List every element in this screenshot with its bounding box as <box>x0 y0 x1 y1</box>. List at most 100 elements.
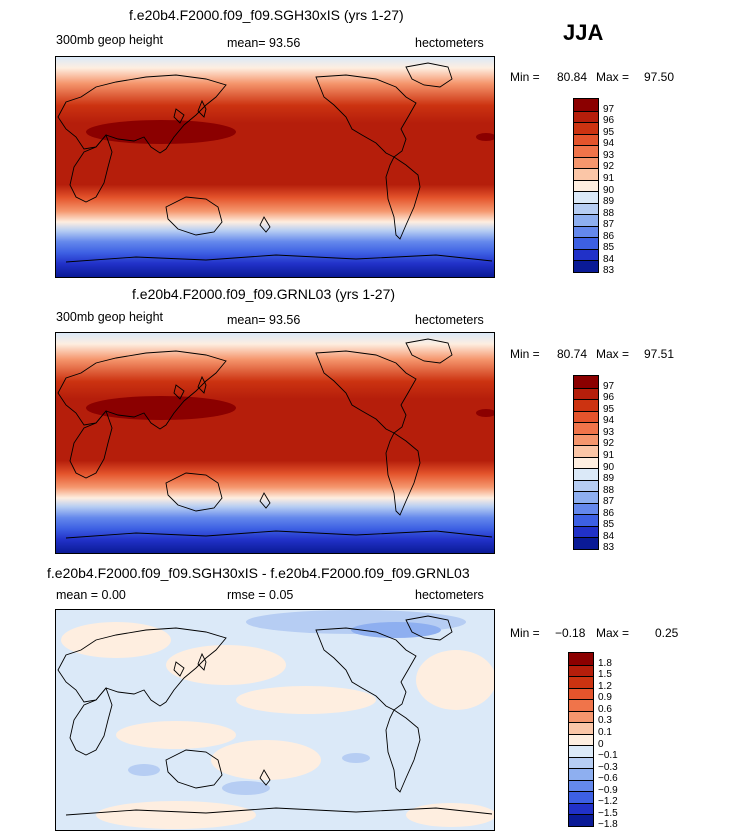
panel-2-units: hectometers <box>415 313 484 327</box>
colorbar-swatch <box>569 814 593 826</box>
colorbar-swatch <box>569 710 593 723</box>
colorbar-label: 94 <box>603 138 615 150</box>
colorbar-label: 0.9 <box>598 692 612 704</box>
colorbar-label: 97 <box>603 380 615 392</box>
colorbar-swatch <box>574 479 598 492</box>
coastlines <box>57 62 493 263</box>
panel-1-map <box>55 56 495 278</box>
colorbar-swatch <box>574 179 598 192</box>
colorbar-swatch <box>569 664 593 677</box>
colorbar-swatch <box>574 456 598 469</box>
colorbar-swatch <box>574 537 598 549</box>
colorbar-swatch <box>574 99 598 111</box>
colorbar-swatch <box>569 733 593 746</box>
map-positive-region <box>406 803 494 827</box>
panel-3-units: hectometers <box>415 588 484 602</box>
panel-3-map-svg <box>56 610 494 830</box>
panel-2-mean: mean= 93.56 <box>227 313 301 327</box>
map-negative-region <box>128 764 160 776</box>
map-positive-region <box>61 622 171 658</box>
colorbar-label: −0.6 <box>598 773 618 785</box>
colorbar-swatch <box>574 445 598 457</box>
colorbar-swatch <box>574 433 598 446</box>
colorbar-swatch <box>574 514 598 526</box>
colorbar-label: 88 <box>603 484 615 496</box>
panel-3-map <box>55 609 495 831</box>
colorbar-label: 84 <box>603 530 615 542</box>
colorbar-label: 92 <box>603 438 615 450</box>
map-negative-region <box>351 622 441 638</box>
colorbar-label: 95 <box>603 126 615 138</box>
map-field <box>56 57 494 277</box>
panel-2-max-label: Max = <box>596 347 630 361</box>
colorbar-swatch <box>574 133 598 146</box>
colorbar-swatch <box>574 191 598 203</box>
colorbar-swatch <box>569 687 593 700</box>
colorbar-swatch <box>574 145 598 157</box>
colorbar-swatch <box>569 756 593 769</box>
panel-2-min-label: Min = <box>510 347 540 361</box>
panel-1-mean: mean= 93.56 <box>227 36 301 50</box>
colorbar-swatch <box>574 376 598 388</box>
colorbar-swatch <box>574 525 598 538</box>
colorbar-label: −0.9 <box>598 784 618 796</box>
colorbar-label: 96 <box>603 392 615 404</box>
panel-1-min-label: Min = <box>510 70 540 84</box>
map-max-region <box>476 133 494 141</box>
panel-2-map <box>55 332 495 554</box>
coastlines <box>57 338 493 539</box>
panel-1-map-svg <box>56 57 494 277</box>
colorbar-label: 85 <box>603 519 615 531</box>
panel-1-units: hectometers <box>415 36 484 50</box>
map-positive-region <box>96 801 256 829</box>
colorbar-label: −1.2 <box>598 796 618 808</box>
map-positive-region <box>211 740 321 780</box>
panel-1-colorbar <box>573 98 599 273</box>
map-field <box>56 333 494 553</box>
map-max-region <box>476 409 494 417</box>
map-positive-region <box>236 686 376 714</box>
map-positive-region <box>166 645 286 685</box>
colorbar-label: −1.8 <box>598 819 618 831</box>
colorbar-swatch <box>569 745 593 757</box>
panel-2-map-svg <box>56 333 494 553</box>
panel-2-variable-label: 300mb geop height <box>56 310 164 324</box>
colorbar-label: 91 <box>603 172 615 184</box>
colorbar-swatch <box>574 225 598 238</box>
colorbar-swatch <box>574 260 598 272</box>
map-negative-region <box>342 753 370 763</box>
map-positive-region <box>116 721 236 749</box>
colorbar-swatch <box>574 502 598 515</box>
colorbar-label: 97 <box>603 103 615 115</box>
colorbar-label: 0.3 <box>598 715 612 727</box>
colorbar-label: 1.5 <box>598 669 612 681</box>
colorbar-label: 86 <box>603 507 615 519</box>
colorbar-label: 87 <box>603 219 615 231</box>
colorbar-swatch <box>574 491 598 503</box>
colorbar-swatch <box>574 156 598 169</box>
colorbar-label: 85 <box>603 242 615 254</box>
panel-3-mean: mean = 0.00 <box>56 588 126 602</box>
panel-3-colorbar <box>568 652 594 827</box>
panel-1-min-value: 80.84 <box>557 70 588 84</box>
colorbar-label: 91 <box>603 449 615 461</box>
colorbar-swatch <box>569 802 593 815</box>
colorbar-label: 0 <box>598 738 604 750</box>
colorbar-label: 93 <box>603 149 615 161</box>
colorbar-label: 1.8 <box>598 657 612 669</box>
panel-3-max-label: Max = <box>596 626 630 640</box>
panel-2-min-value: 80.74 <box>557 347 588 361</box>
colorbar-swatch <box>574 122 598 134</box>
colorbar-label: 90 <box>603 184 615 196</box>
map-max-region <box>86 120 236 144</box>
colorbar-swatch <box>569 699 593 711</box>
colorbar-label: 0.6 <box>598 703 612 715</box>
colorbar-label: 86 <box>603 230 615 242</box>
panel-2-colorbar <box>573 375 599 550</box>
colorbar-label: 88 <box>603 207 615 219</box>
colorbar-swatch <box>574 168 598 180</box>
colorbar-swatch <box>574 110 598 123</box>
colorbar-swatch <box>574 202 598 215</box>
panel-1-max-label: Max = <box>596 70 630 84</box>
colorbar-label: −0.3 <box>598 761 618 773</box>
